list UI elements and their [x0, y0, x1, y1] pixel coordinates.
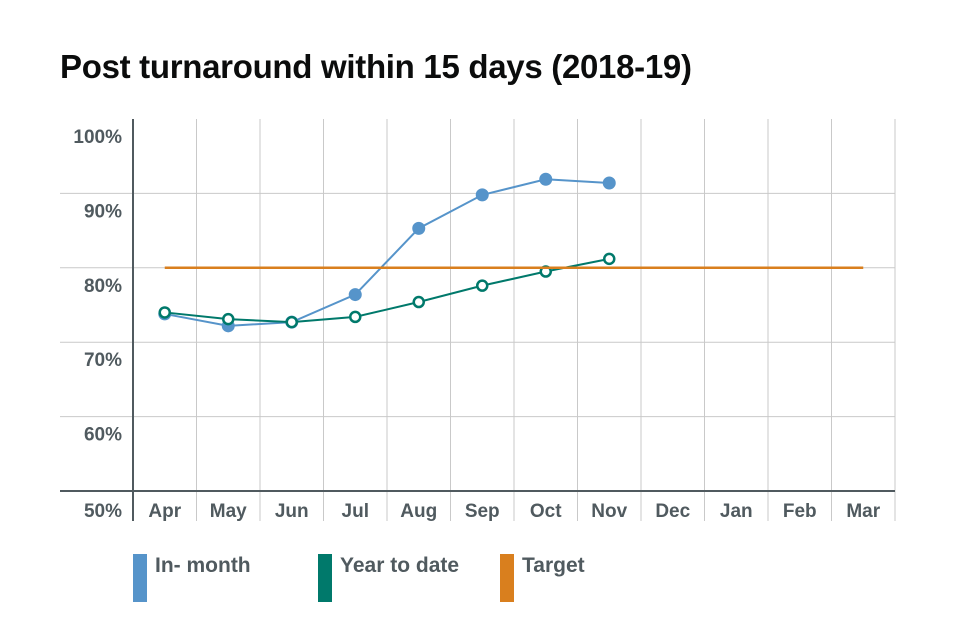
legend-swatch — [318, 554, 332, 602]
x-tick-label: Nov — [591, 501, 627, 522]
y-tick-label: 60% — [84, 425, 122, 446]
data-point — [222, 312, 235, 326]
data-point — [476, 279, 489, 292]
legend-label: Year to date — [340, 554, 459, 577]
data-point — [602, 176, 616, 190]
chart-title: Post turnaround within 15 days (2018-19) — [60, 48, 692, 85]
x-tick-label: Jun — [275, 501, 309, 522]
series-line — [164, 178, 610, 327]
axes — [60, 119, 895, 521]
legend-entry: In- month — [133, 554, 251, 602]
x-tick-label: May — [210, 501, 247, 522]
x-tick-label: Oct — [530, 501, 562, 522]
series — [158, 172, 864, 333]
data-point — [158, 306, 171, 319]
x-tick-label: Feb — [783, 501, 817, 522]
data-point — [285, 315, 298, 329]
data-point — [603, 252, 616, 266]
x-tick-label: Jan — [720, 501, 753, 522]
data-point — [475, 188, 489, 202]
x-tick-label: Apr — [148, 501, 181, 522]
x-tick-label: Jul — [342, 501, 369, 522]
data-point — [412, 295, 425, 309]
x-tick-label: Dec — [655, 501, 690, 522]
legend-swatch — [133, 554, 147, 602]
y-tick-label: 100% — [73, 127, 122, 148]
y-tick-label: 90% — [84, 201, 122, 222]
legend-label: In- month — [155, 554, 251, 577]
y-tick-label: 50% — [84, 501, 122, 522]
grid — [60, 119, 896, 521]
series-line — [164, 257, 610, 324]
y-tick-label: 70% — [84, 350, 122, 371]
data-point — [412, 221, 426, 235]
legend-swatch — [500, 554, 514, 602]
legend-label: Target — [522, 554, 585, 577]
x-tick-label: Aug — [400, 501, 437, 522]
series-year-to-date — [158, 252, 616, 329]
legend-entry: Target — [500, 554, 585, 602]
data-point — [349, 310, 362, 324]
data-point — [348, 288, 362, 302]
x-tick-label: Mar — [846, 501, 880, 522]
y-tick-label: 80% — [84, 276, 122, 297]
x-axis-tick-labels: Apr May Jun Jul Aug Sep Oct Nov Dec Jan Feb Mar — [148, 501, 880, 522]
x-tick-label: Sep — [465, 501, 500, 522]
legend: In- month Year to date Target — [133, 554, 585, 602]
y-axis-tick-labels: 50% 60% 70% 80% 90% 100% — [73, 127, 122, 522]
legend-entry: Year to date — [318, 554, 459, 602]
data-point — [539, 172, 553, 186]
